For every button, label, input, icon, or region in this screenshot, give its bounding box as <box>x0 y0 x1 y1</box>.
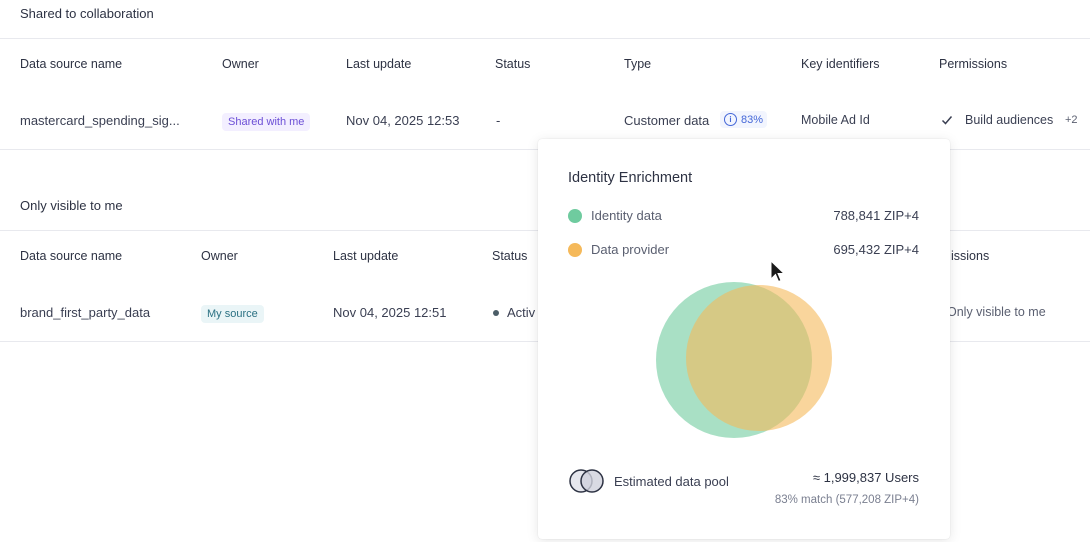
data-provider-value: 695,432 ZIP+4 <box>833 242 919 257</box>
data-pool-icon <box>569 469 604 493</box>
column-header-last-update[interactable]: Last update <box>333 249 399 263</box>
column-header-type[interactable]: Type <box>624 57 652 71</box>
section-title-private: Only visible to me <box>20 198 123 213</box>
column-header-permissions[interactable]: issions <box>951 249 990 263</box>
data-provider-label: Data provider <box>591 242 670 257</box>
permission-more[interactable]: +2 <box>1065 114 1078 126</box>
identity-enrichment-popover: Identity Enrichment Identity data 788,84… <box>538 139 950 539</box>
section-title-shared: Shared to collaboration <box>20 6 154 21</box>
info-icon: i <box>724 113 737 126</box>
status-value: - <box>496 113 501 128</box>
status-dot <box>493 310 499 316</box>
identity-match-percent: 83% <box>741 113 764 126</box>
owner-badge: My source <box>201 305 264 323</box>
identity-match-badge[interactable]: i 83% <box>720 111 768 128</box>
venn-diagram <box>656 282 832 438</box>
last-update: Nov 04, 2025 12:53 <box>346 113 460 128</box>
permission-label: Only visible to me <box>947 305 1046 319</box>
column-header-last-update[interactable]: Last update <box>346 57 412 71</box>
column-header-owner[interactable]: Owner <box>201 249 238 263</box>
estimated-pool-label: Estimated data pool <box>614 474 729 489</box>
last-update: Nov 04, 2025 12:51 <box>333 305 447 320</box>
identity-data-legend-dot <box>568 209 582 223</box>
column-header-name[interactable]: Data source name <box>20 249 123 263</box>
data-provider-legend-dot <box>568 243 582 257</box>
data-source-name[interactable]: mastercard_spending_sig... <box>20 113 180 128</box>
data-source-name[interactable]: brand_first_party_data <box>20 305 151 320</box>
column-header-key-identifiers[interactable]: Key identifiers <box>801 57 880 71</box>
column-header-name[interactable]: Data source name <box>20 57 123 71</box>
estimated-pool-users: ≈ 1,999,837 Users <box>812 470 919 485</box>
column-header-permissions[interactable]: Permissions <box>939 57 1008 71</box>
data-provider-circle <box>686 285 832 431</box>
divider <box>0 38 1090 39</box>
column-header-owner[interactable]: Owner <box>222 57 259 71</box>
identity-data-label: Identity data <box>591 208 662 223</box>
estimated-pool-match: 83% match (577,208 ZIP+4) <box>774 494 919 506</box>
key-identifier: Mobile Ad Id <box>801 113 870 127</box>
mouse-cursor-icon <box>770 260 786 283</box>
column-header-status[interactable]: Status <box>495 57 531 71</box>
column-header-status[interactable]: Status <box>492 249 528 263</box>
popover-title: Identity Enrichment <box>568 170 693 186</box>
identity-data-value: 788,841 ZIP+4 <box>833 208 919 223</box>
status-value: Activ <box>507 305 536 320</box>
check-icon <box>941 116 953 125</box>
owner-badge: Shared with me <box>222 113 311 131</box>
permission-label: Build audiences <box>965 113 1054 127</box>
type-value: Customer data <box>624 113 710 128</box>
